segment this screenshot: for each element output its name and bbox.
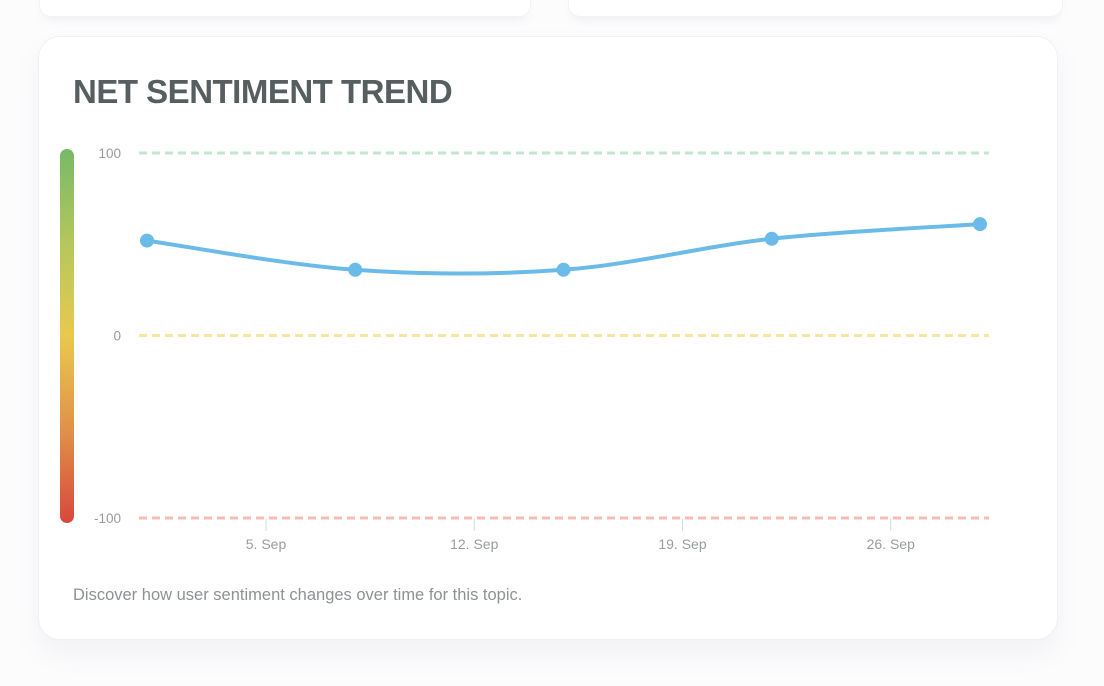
data-point[interactable]: [348, 262, 363, 277]
x-axis-label: 26. Sep: [867, 536, 915, 552]
partial-card-above-left: [39, 0, 531, 17]
y-axis-label: 0: [113, 329, 121, 344]
sentiment-scale-gradient-bar: [60, 149, 74, 523]
sentiment-trend-chart: 100 0 -100 5. Sep 12. Sep 19. Sep 26. Sep: [39, 37, 1059, 641]
card-description: Discover how user sentiment changes over…: [73, 586, 523, 604]
net-sentiment-trend-card: NET SENTIMENT TREND 100 0 -100 5. Sep 12. Se…: [38, 36, 1058, 640]
x-axis-label: 5. Sep: [246, 536, 287, 552]
data-point[interactable]: [140, 233, 154, 248]
y-axis-label: -100: [94, 511, 121, 526]
data-point[interactable]: [556, 262, 571, 277]
x-axis-label: 12. Sep: [450, 536, 498, 552]
partial-card-above-right: [568, 0, 1063, 17]
y-axis-label: 100: [98, 146, 121, 161]
x-axis-label: 19. Sep: [658, 536, 706, 552]
trend-line-chart: 100 0 -100 5. Sep 12. Sep 19. Sep 26. Sep: [94, 146, 989, 552]
card-title: NET SENTIMENT TREND: [73, 73, 453, 110]
data-point[interactable]: [973, 217, 987, 232]
data-point[interactable]: [764, 231, 779, 246]
